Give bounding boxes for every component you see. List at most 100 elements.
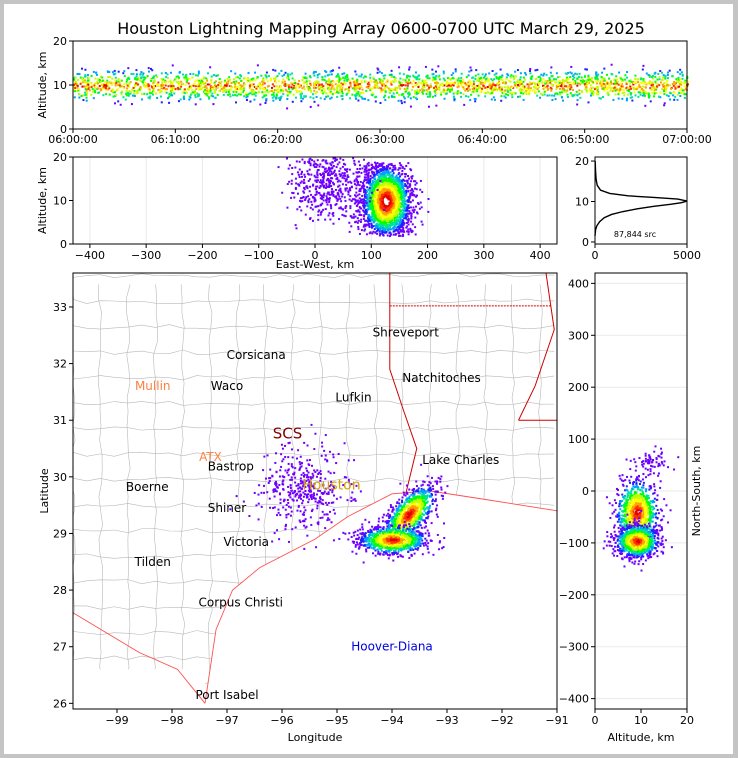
ew-source-point [296, 171, 299, 174]
th-source-point [126, 78, 129, 81]
th-source-point [222, 90, 225, 93]
ew-source-point [398, 216, 401, 219]
th-source-point [265, 76, 268, 79]
ew-source-point [341, 213, 344, 216]
th-source-point [634, 74, 637, 77]
th-source-point [177, 81, 180, 84]
th-source-point [210, 94, 213, 97]
ew-source-point [375, 180, 378, 183]
th-source-point [141, 73, 144, 76]
th-source-point [153, 75, 156, 78]
th-source-point [629, 96, 632, 99]
ew-source-point [384, 212, 387, 215]
th-source-point [276, 90, 279, 93]
th-source-point [665, 85, 668, 88]
th-source-point [457, 85, 460, 88]
th-source-point [572, 78, 575, 81]
th-source-point [212, 85, 215, 88]
th-source-point [394, 86, 397, 89]
ew-source-point [402, 226, 405, 229]
th-source-point [531, 82, 534, 85]
ew-source-point [390, 207, 393, 210]
ew-source-point [385, 222, 388, 225]
th-source-point [426, 74, 429, 77]
th-source-point [190, 88, 193, 91]
th-y-tick-label: 0 [60, 123, 67, 136]
th-source-point [137, 76, 140, 79]
th-source-point [380, 79, 383, 82]
ew-source-point [393, 230, 396, 233]
th-source-point [433, 90, 436, 93]
ew-source-point [397, 173, 400, 176]
ew-source-point [374, 225, 377, 228]
th-source-point [551, 75, 554, 78]
th-source-point [207, 96, 210, 99]
th-source-point [79, 76, 82, 79]
th-source-point [212, 95, 215, 98]
th-source-point [394, 80, 397, 83]
th-source-point [93, 84, 96, 87]
ew-source-point [393, 164, 396, 167]
ew-source-point [398, 179, 401, 182]
th-source-point [542, 74, 545, 77]
th-source-point [511, 96, 514, 99]
th-source-point [121, 90, 124, 93]
ew-source-point [380, 226, 383, 229]
th-source-point [320, 85, 323, 88]
th-source-point [327, 88, 330, 91]
th-source-point [248, 79, 251, 82]
th-source-point [559, 84, 562, 87]
th-source-point [529, 77, 532, 80]
th-source-point [584, 82, 587, 85]
th-source-point [178, 76, 181, 79]
th-source-point [653, 88, 656, 91]
th-source-point [620, 77, 623, 80]
ew-source-point [365, 166, 368, 169]
ew-source-point [407, 162, 410, 165]
th-source-point [446, 81, 449, 84]
th-source-point [565, 90, 568, 93]
ew-source-point [383, 222, 386, 225]
ew-source-point [358, 232, 361, 235]
th-source-point [576, 73, 579, 76]
ew-source-point [382, 229, 385, 232]
th-source-point [565, 72, 568, 75]
th-source-point [443, 79, 446, 82]
th-source-point [203, 92, 206, 95]
ew-source-point [388, 210, 391, 213]
ew-source-point [399, 181, 402, 184]
th-source-point [595, 72, 598, 75]
th-source-point [107, 88, 110, 91]
ew-source-point [376, 183, 379, 186]
ew-source-point [374, 208, 377, 211]
th-source-point [546, 94, 549, 97]
th-source-point [421, 83, 424, 86]
th-source-point [338, 66, 341, 69]
ew-source-point [378, 234, 381, 237]
th-source-point [580, 79, 583, 82]
ew-source-point [379, 189, 382, 192]
ew-source-point [392, 196, 395, 199]
th-source-point [588, 80, 591, 83]
th-source-point [186, 87, 189, 90]
th-source-point [233, 81, 236, 84]
ew-source-point [319, 197, 322, 200]
ew-source-point [362, 181, 365, 184]
th-source-point [206, 79, 209, 82]
ew-source-point [373, 176, 376, 179]
th-source-point [479, 81, 482, 84]
th-source-point [384, 94, 387, 97]
ew-source-point [379, 220, 382, 223]
ew-source-point [415, 182, 418, 185]
th-source-point [150, 67, 153, 70]
ew-source-point [410, 169, 413, 172]
ew-source-point [402, 221, 405, 224]
th-source-point [248, 84, 251, 87]
ew-source-point [390, 189, 393, 192]
th-source-point [550, 89, 553, 92]
ew-source-point [338, 195, 341, 198]
ew-source-point [398, 184, 401, 187]
ew-source-point [357, 209, 360, 212]
ew-source-point [395, 197, 398, 200]
th-source-point [355, 88, 358, 91]
